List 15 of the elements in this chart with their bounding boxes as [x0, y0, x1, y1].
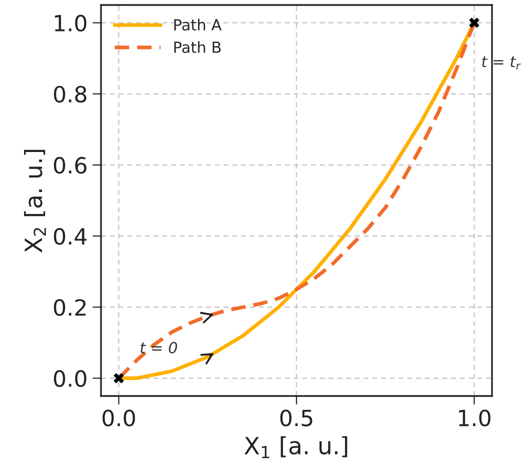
y-axis-title: X$_{2}$ [a. u.]	[24, 150, 46, 253]
x-tick-label: 1.0	[459, 410, 490, 426]
legend-label: Path A	[174, 18, 222, 31]
y-tick-label: 0.0	[54, 370, 86, 387]
y-tick-label: 1.0	[54, 14, 86, 32]
annotation: t = 0	[140, 342, 178, 354]
y-tick-label: 0.2	[54, 299, 86, 316]
x-tick-label: 0.5	[280, 410, 312, 426]
y-tick-label: 0.8	[54, 86, 86, 103]
x-tick-label: 0.0	[102, 410, 135, 426]
y-tick-label: 0.4	[54, 228, 87, 245]
y-tick-label: 0.6	[54, 156, 86, 174]
legend-label: Path B	[174, 41, 221, 53]
x-axis-title: X$_{1}$ [a. u.]	[244, 436, 348, 458]
annotation: t = t$_{r}$	[482, 56, 521, 70]
